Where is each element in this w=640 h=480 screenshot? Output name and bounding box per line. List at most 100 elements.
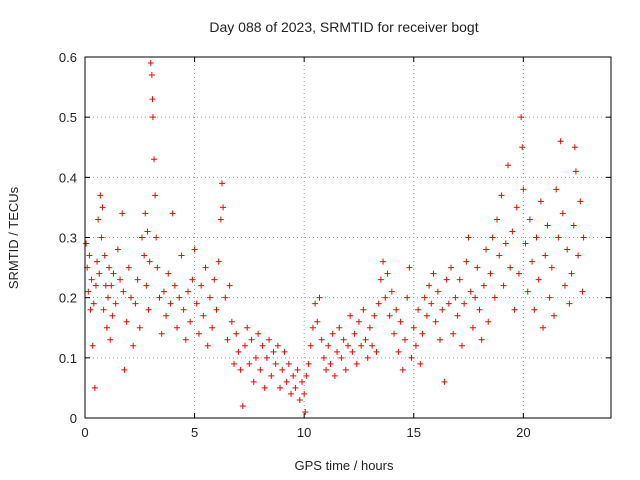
- data-point: [377, 276, 384, 283]
- data-point: [154, 264, 161, 271]
- data-point: [144, 228, 151, 235]
- data-point: [302, 408, 309, 415]
- data-point: [288, 390, 295, 397]
- data-point: [241, 342, 248, 349]
- data-point: [518, 114, 525, 121]
- data-point: [141, 252, 148, 259]
- data-point: [149, 96, 156, 103]
- data-point: [136, 324, 143, 331]
- data-point: [568, 270, 575, 277]
- data-point: [375, 300, 382, 307]
- data-point: [382, 294, 389, 301]
- data-point: [540, 324, 547, 331]
- data-point: [380, 258, 387, 265]
- data-point: [566, 300, 573, 307]
- data-point: [553, 186, 560, 193]
- data-point: [228, 318, 235, 325]
- data-point: [98, 234, 105, 241]
- data-point: [575, 252, 582, 259]
- data-point: [285, 360, 292, 367]
- x-tick-label: 20: [516, 425, 530, 440]
- data-point: [85, 288, 92, 295]
- data-point: [209, 324, 216, 331]
- data-point: [217, 216, 224, 223]
- data-point: [312, 300, 319, 307]
- data-point: [252, 354, 259, 361]
- data-point: [266, 336, 273, 343]
- data-point: [88, 276, 95, 283]
- data-point: [185, 288, 192, 295]
- data-point: [148, 72, 155, 79]
- data-point: [489, 234, 496, 241]
- data-point: [338, 354, 345, 361]
- data-point: [535, 276, 542, 283]
- data-point: [102, 282, 109, 289]
- data-point: [325, 342, 332, 349]
- data-point: [222, 294, 229, 301]
- data-point: [456, 276, 463, 283]
- data-point: [309, 324, 316, 331]
- data-point: [491, 294, 498, 301]
- data-point: [452, 294, 459, 301]
- y-tick-label: 0.4: [59, 170, 77, 185]
- data-point: [97, 192, 104, 199]
- data-point: [522, 240, 529, 247]
- data-point: [509, 228, 516, 235]
- data-point: [345, 342, 351, 349]
- data-point: [347, 312, 354, 319]
- data-point: [384, 270, 391, 277]
- data-point: [329, 330, 336, 337]
- data-point: [128, 294, 135, 301]
- data-point: [195, 330, 202, 337]
- data-point: [307, 342, 314, 349]
- data-point: [191, 246, 198, 253]
- data-point: [130, 342, 137, 349]
- data-point: [450, 330, 457, 337]
- data-point: [496, 252, 503, 259]
- data-point: [401, 336, 408, 343]
- data-point: [544, 222, 551, 229]
- data-point: [244, 324, 251, 331]
- y-tick-label: 0.3: [59, 231, 77, 246]
- data-point: [149, 114, 156, 121]
- data-point: [364, 354, 371, 361]
- data-point: [397, 318, 404, 325]
- data-point: [515, 270, 522, 277]
- data-point: [423, 312, 430, 319]
- data-point: [160, 288, 167, 295]
- data-point: [189, 276, 196, 283]
- data-point: [502, 240, 509, 247]
- data-point: [292, 384, 299, 391]
- data-point: [163, 312, 170, 319]
- data-point: [474, 264, 481, 271]
- data-point: [353, 360, 360, 367]
- data-point: [169, 210, 176, 217]
- data-point: [91, 384, 98, 391]
- data-point: [90, 300, 97, 307]
- data-point: [248, 336, 255, 343]
- data-point: [564, 246, 571, 253]
- data-point: [524, 288, 531, 295]
- data-point: [290, 372, 297, 379]
- data-point: [250, 378, 257, 385]
- data-point: [404, 294, 411, 301]
- data-point: [349, 348, 356, 355]
- data-point: [432, 318, 439, 325]
- data-point: [193, 300, 200, 307]
- y-tick-label: 0.2: [59, 291, 77, 306]
- data-point: [112, 300, 119, 307]
- data-point: [218, 180, 225, 187]
- data-point: [577, 198, 584, 205]
- data-point: [211, 276, 218, 283]
- chart-title: Day 088 of 2023, SRMTID for receiver bog…: [209, 19, 478, 35]
- data-point: [233, 330, 240, 337]
- data-point: [235, 348, 242, 355]
- data-point: [500, 282, 507, 289]
- data-point: [123, 318, 130, 325]
- data-point: [487, 270, 494, 277]
- x-tick-label: 5: [191, 425, 198, 440]
- data-point: [388, 288, 395, 295]
- data-point: [231, 360, 238, 367]
- data-point: [99, 204, 106, 211]
